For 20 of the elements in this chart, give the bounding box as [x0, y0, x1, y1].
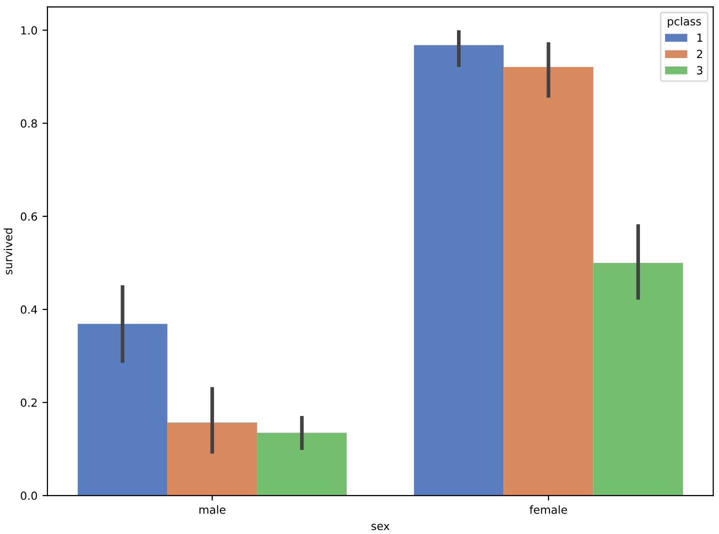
- x-axis-title: sex: [371, 524, 390, 530]
- legend-label: 1: [697, 34, 702, 42]
- bar: [593, 262, 683, 496]
- y-tick-label: 0.6: [20, 212, 38, 221]
- y-tick-label: 0.2: [20, 398, 37, 407]
- y-tick-label: 0.0: [20, 492, 37, 500]
- y-tick-label: 0.8: [20, 119, 37, 128]
- bar: [167, 422, 258, 496]
- bar: [414, 45, 504, 496]
- legend-label: 2: [696, 50, 702, 58]
- bar: [504, 66, 594, 496]
- legend-label: 3: [697, 66, 702, 74]
- legend-title: pclass: [668, 16, 701, 28]
- bar: [78, 324, 168, 496]
- y-tick-label: 1.0: [21, 26, 37, 35]
- y-axis-title: survived: [4, 228, 12, 274]
- x-tick-label: female: [530, 505, 568, 514]
- x-tick-label: male: [199, 505, 226, 514]
- bar: [257, 432, 347, 496]
- y-tick-label: 0.4: [20, 305, 38, 314]
